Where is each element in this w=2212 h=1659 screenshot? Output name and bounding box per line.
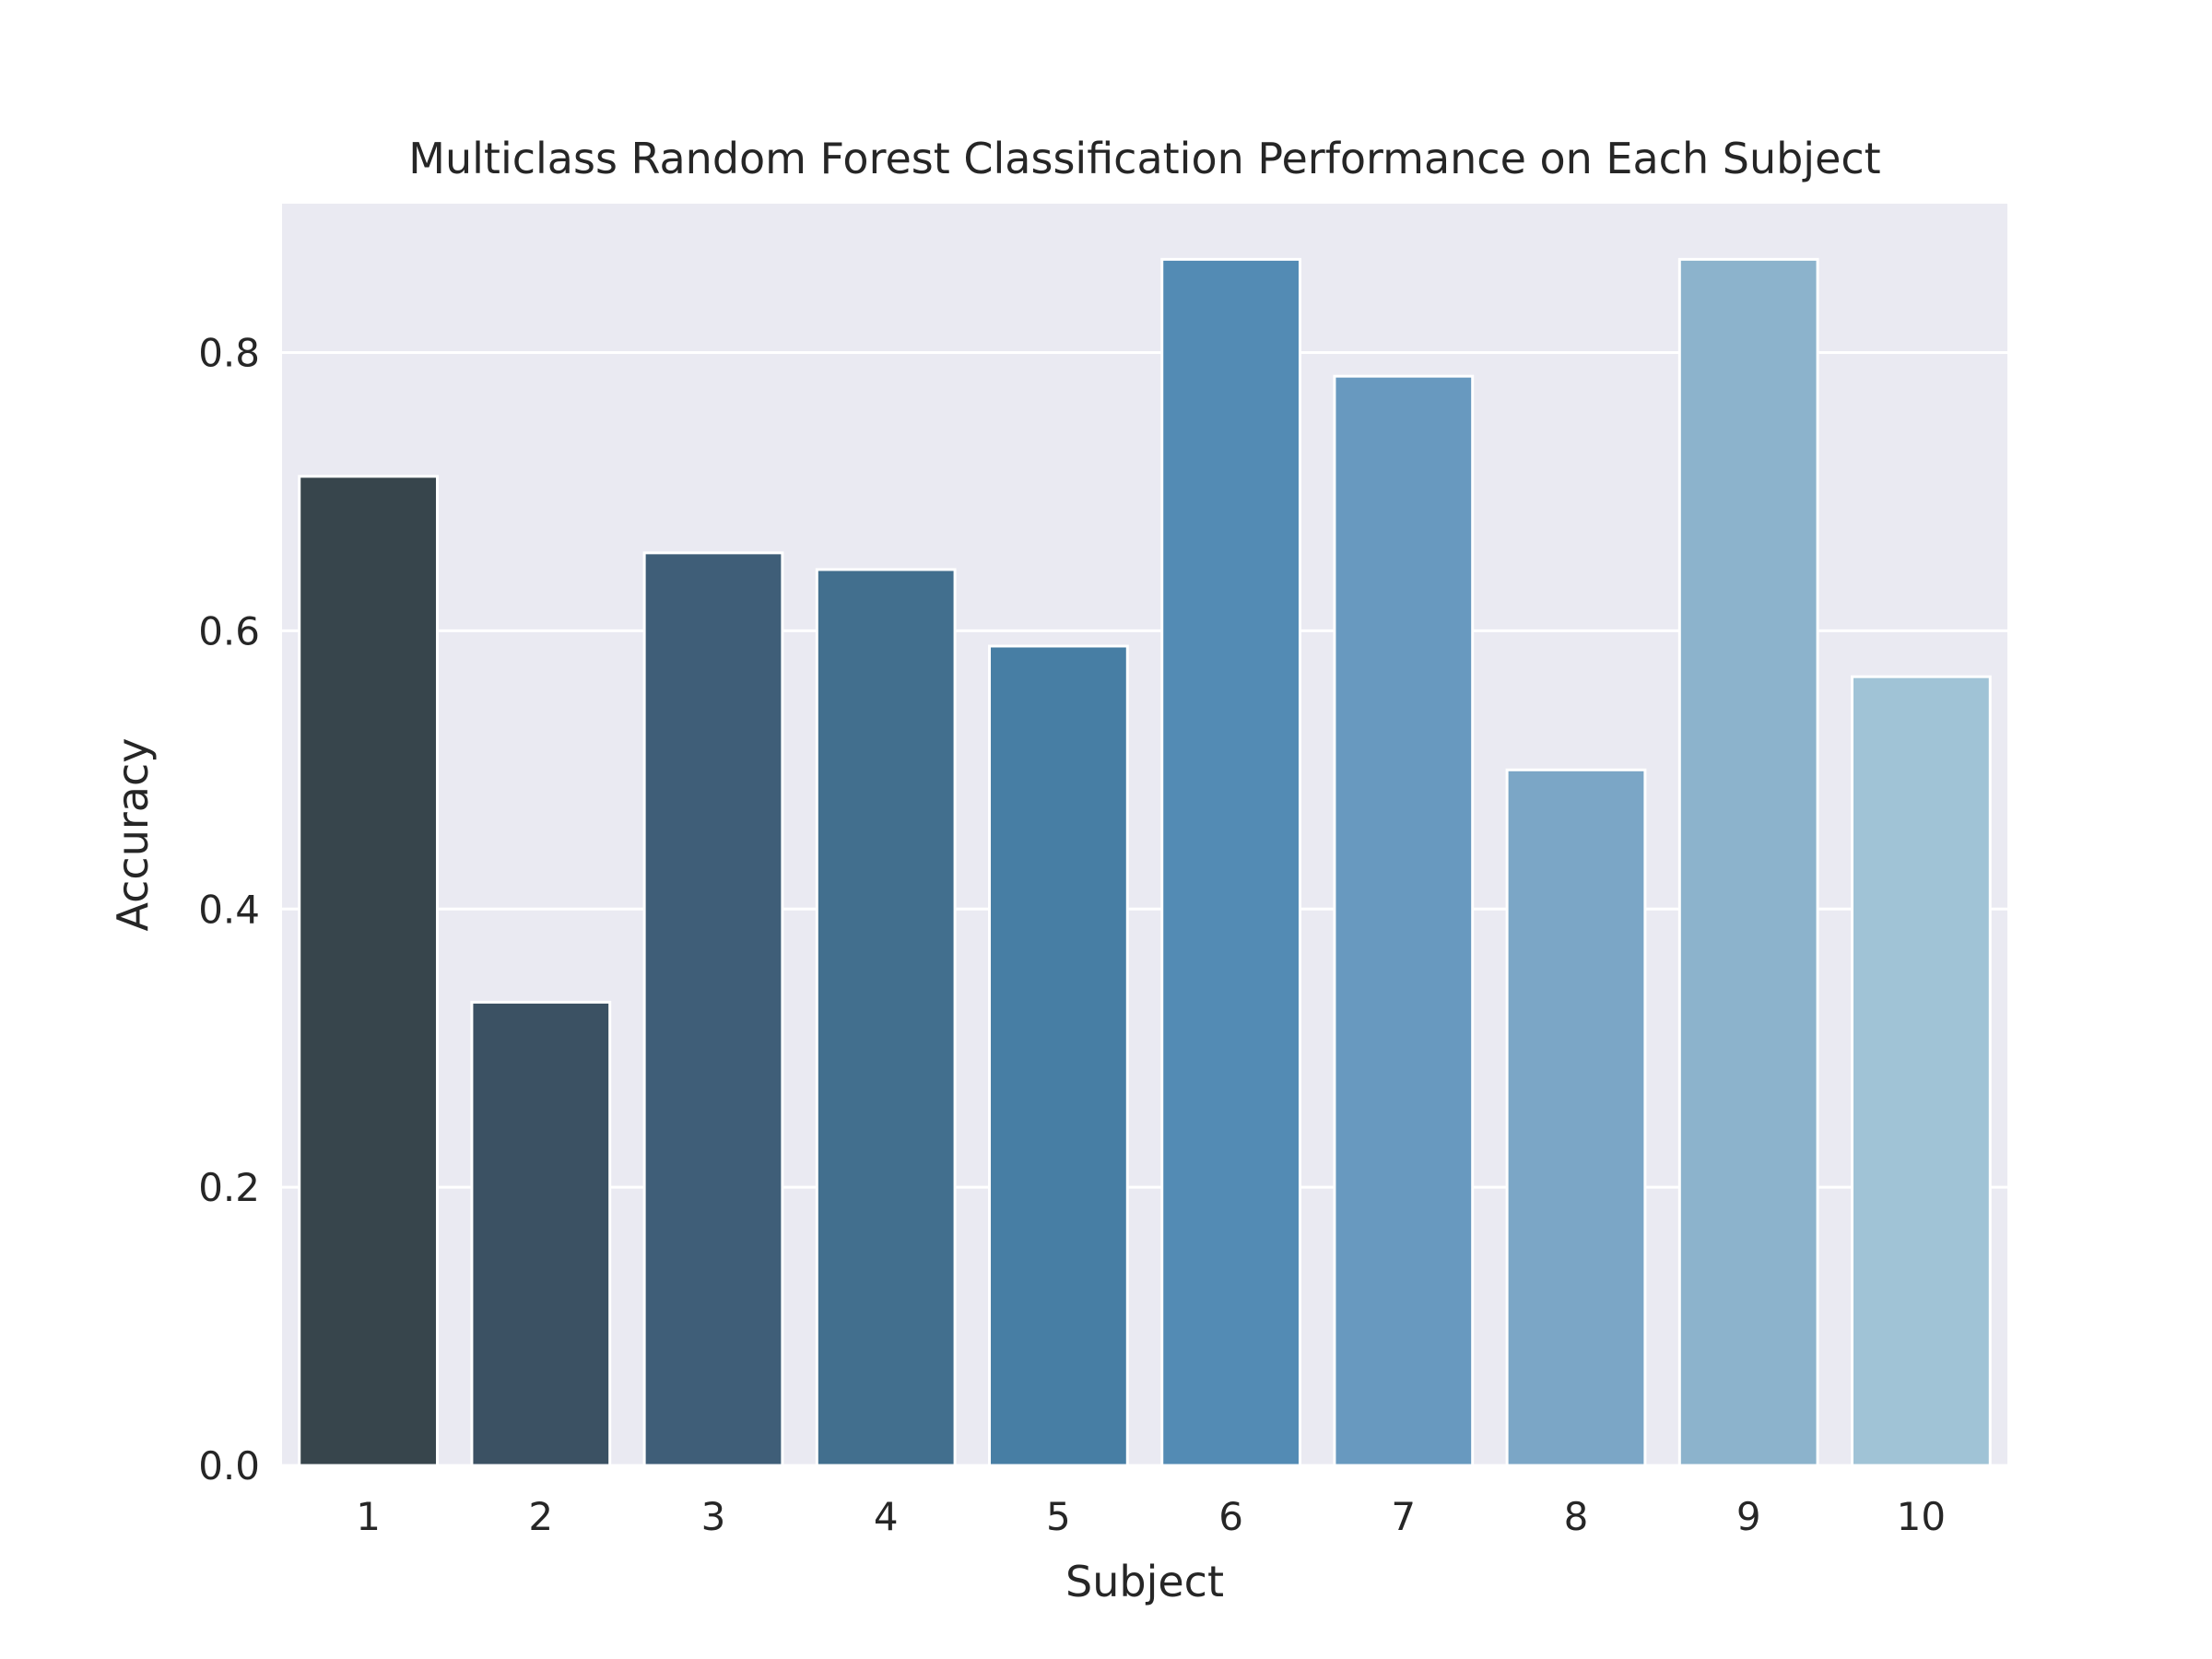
chart-title: Multiclass Random Forest Classification … xyxy=(408,134,1880,183)
y-tick-label: 0.0 xyxy=(198,1443,260,1488)
x-tick-label: 2 xyxy=(528,1494,553,1539)
y-tick-label: 0.2 xyxy=(198,1165,260,1210)
y-tick-label: 0.4 xyxy=(198,887,260,932)
bar-subject-5 xyxy=(988,644,1129,1467)
x-axis-label: Subject xyxy=(1065,1557,1224,1606)
y-tick-label: 0.6 xyxy=(198,608,260,653)
bar-subject-1 xyxy=(298,475,439,1467)
x-tick-labels: 1 2 3 4 5 6 7 8 9 10 xyxy=(356,1494,1946,1539)
bar-subject-3 xyxy=(642,551,784,1467)
x-tick-label: 10 xyxy=(1897,1494,1946,1539)
bar-subject-8 xyxy=(1505,768,1647,1467)
bar-subject-6 xyxy=(1160,257,1301,1467)
x-tick-label: 6 xyxy=(1218,1494,1243,1539)
bar-subject-2 xyxy=(470,1000,612,1467)
y-tick-labels: 0.0 0.2 0.4 0.6 0.8 xyxy=(198,331,260,1488)
bar-subject-9 xyxy=(1677,257,1819,1467)
bar-subject-4 xyxy=(815,568,957,1467)
x-tick-label: 5 xyxy=(1046,1494,1071,1539)
x-tick-label: 7 xyxy=(1391,1494,1416,1539)
x-tick-label: 4 xyxy=(874,1494,899,1539)
x-tick-label: 1 xyxy=(356,1494,381,1539)
x-tick-label: 9 xyxy=(1736,1494,1761,1539)
x-tick-label: 8 xyxy=(1564,1494,1589,1539)
y-tick-label: 0.8 xyxy=(198,331,260,376)
bar-subject-10 xyxy=(1851,675,1992,1467)
bars xyxy=(298,257,1992,1467)
y-axis-label: Accuracy xyxy=(108,737,158,931)
bar-subject-7 xyxy=(1333,374,1475,1467)
x-tick-label: 3 xyxy=(701,1494,726,1539)
